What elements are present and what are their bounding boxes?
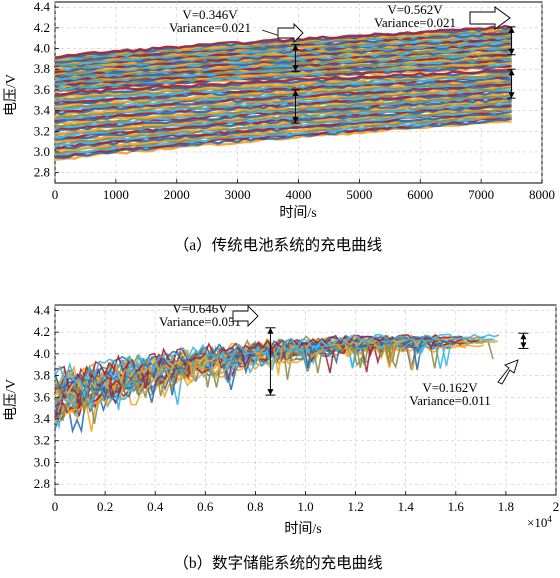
x-tick-label: 2000	[164, 187, 190, 202]
range-arrowhead	[267, 389, 274, 396]
x-tick-label: 0	[52, 499, 59, 514]
x-tick-label: 5000	[346, 187, 372, 202]
annotation-arrow	[497, 359, 519, 385]
annotation-text: V=0.562V	[387, 2, 443, 17]
range-arrowhead	[292, 44, 299, 51]
x-tick-label: 8000	[529, 187, 555, 202]
x-tick-label: 4000	[286, 187, 312, 202]
y-tick-label: 3.0	[34, 144, 50, 159]
x-tick-label: 0.6	[197, 499, 214, 514]
chart-b-curves	[54, 333, 500, 435]
annotation-text: V=0.646V	[172, 301, 228, 316]
annotation-text: Variance=0.021	[374, 15, 456, 30]
x-tick-label: 6000	[407, 187, 433, 202]
chart-b: 0 0.2 0.4 0.6 0.8 1.0 1.2 1.4 1.6 1.8 2 2.8 3.0 3.2 3.…	[3, 301, 559, 572]
charge-curve	[54, 68, 512, 96]
annotation-arrow	[232, 304, 259, 328]
charge-curve	[54, 106, 512, 143]
annotation-arrow	[277, 22, 304, 44]
x-tick-label: 3000	[225, 187, 251, 202]
x-tick-label: 1.2	[347, 499, 363, 514]
chart-b-caption: （b）数字储能系统的充电曲线	[173, 554, 382, 572]
chart-a: 0 1000 2000 3000 4000 5000 6000 7000 8000 2.8 3.0 3…	[3, 0, 555, 254]
chart-a-ylabel: 电压/V	[3, 74, 19, 116]
x-tick-label: 1.0	[297, 499, 313, 514]
charge-curve	[54, 117, 512, 160]
x-tick-label: 1.6	[448, 499, 465, 514]
x-tick-label: 1.4	[398, 499, 415, 514]
x-tick-label: 2	[553, 499, 560, 514]
chart-a-annotations: V=0.346VVariance=0.021V=0.562VVariance=0…	[169, 2, 516, 124]
range-arrowhead	[292, 65, 299, 72]
chart-a-caption: （a）传统电池系统的充电曲线	[174, 236, 382, 254]
x-tick-label: 0.8	[247, 499, 263, 514]
chart-b-ticks: 0 0.2 0.4 0.6 0.8 1.0 1.2 1.4 1.6 1.8 2 2.8 3.0 3.2 3.…	[34, 302, 560, 514]
y-tick-label: 3.6	[34, 82, 51, 97]
x-tick-label: 7000	[468, 187, 494, 202]
y-tick-label: 2.8	[34, 165, 50, 180]
range-arrowhead	[508, 92, 515, 99]
annotation-text: V=0.162V	[422, 380, 478, 395]
range-arrowhead	[292, 117, 299, 124]
y-tick-label: 4.2	[34, 20, 50, 35]
x-tick-label: 1.8	[498, 499, 514, 514]
charge-curve	[54, 116, 512, 158]
annotation-text: Variance=0.021	[169, 20, 251, 35]
charge-curve	[54, 103, 512, 140]
charge-curve	[54, 35, 512, 66]
annotation-text: Variance=0.011	[409, 393, 491, 408]
chart-b-ylabel: 电压/V	[3, 379, 19, 421]
chart-a-xlabel: 时间/s	[279, 205, 316, 221]
range-arrowhead	[520, 342, 527, 349]
charge-curve	[54, 82, 512, 114]
y-tick-label: 3.8	[34, 61, 50, 76]
y-tick-label: 4.0	[34, 41, 50, 56]
y-tick-label: 3.2	[34, 433, 50, 448]
annotation-text: V=0.346V	[182, 7, 238, 22]
x-tick-label: 0	[52, 187, 59, 202]
y-tick-label: 3.6	[34, 389, 51, 404]
charge-curve	[54, 333, 500, 398]
range-arrowhead	[267, 327, 274, 334]
x-tick-label: 0.2	[97, 499, 113, 514]
annotation-text: Variance=0.051	[159, 314, 241, 329]
y-tick-label: 4.0	[34, 346, 50, 361]
chart-a-ticks: 0 1000 2000 3000 4000 5000 6000 7000 8000 2.8 3.0 3…	[34, 0, 555, 202]
y-tick-label: 2.8	[34, 476, 50, 491]
y-tick-label: 3.8	[34, 368, 50, 383]
range-arrowhead	[508, 48, 515, 55]
charge-curve	[54, 113, 512, 155]
chart-a-curves	[54, 24, 513, 161]
x-tick-label: 1000	[103, 187, 129, 202]
y-tick-label: 3.4	[34, 411, 51, 426]
charge-curve	[54, 93, 513, 130]
y-tick-label: 3.0	[34, 454, 50, 469]
charge-curve	[54, 74, 512, 103]
range-arrowhead	[508, 69, 515, 76]
y-tick-label: 4.4	[34, 0, 51, 14]
charge-curve	[54, 24, 512, 59]
annotation-arrow	[469, 6, 511, 30]
chart-b-x-exponent: ×104	[527, 514, 552, 530]
y-tick-label: 3.2	[34, 123, 50, 138]
y-tick-label: 4.2	[34, 324, 50, 339]
range-arrowhead	[508, 26, 515, 33]
chart-b-xlabel: 时间/s	[284, 521, 321, 537]
charge-curve	[54, 45, 512, 76]
range-arrowhead	[520, 333, 527, 340]
y-tick-label: 4.4	[34, 302, 51, 317]
x-tick-label: 0.4	[147, 499, 164, 514]
range-arrowhead	[292, 89, 299, 96]
y-tick-label: 3.4	[34, 103, 51, 118]
